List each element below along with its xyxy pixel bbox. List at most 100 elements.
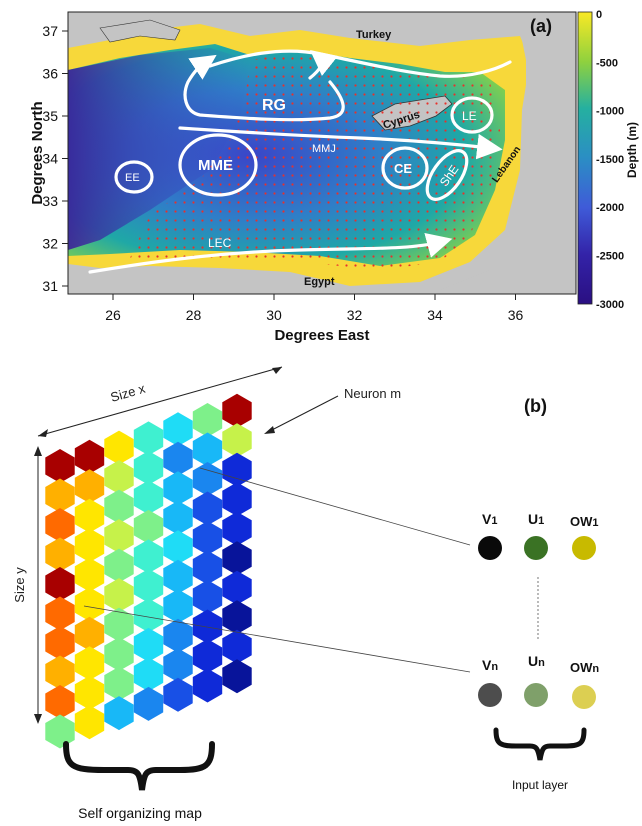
som-neuron-hex xyxy=(163,618,193,653)
x-tick-label: 34 xyxy=(427,307,443,323)
input-own-label: OWn xyxy=(570,660,599,675)
som-neuron-hex xyxy=(222,629,252,664)
som-neuron-hex xyxy=(74,675,105,710)
input-own-node xyxy=(572,685,596,709)
input-un-label: Un xyxy=(528,653,545,669)
som-neuron-hex xyxy=(45,655,75,690)
colorbar-tick-label: -1000 xyxy=(596,106,624,118)
som-neuron-hex xyxy=(74,705,105,740)
colorbar-tick-label: -3000 xyxy=(596,299,624,311)
y-tick-label: 34 xyxy=(42,151,58,167)
label-ee: EE xyxy=(125,172,140,184)
som-neuron-hex xyxy=(222,393,252,428)
y-tick-label: 33 xyxy=(42,193,58,209)
connector-bottom xyxy=(83,605,471,673)
x-tick-label: 26 xyxy=(105,307,121,323)
som-neuron-hex xyxy=(74,646,105,681)
map-area xyxy=(68,12,576,294)
aegean-islands xyxy=(99,19,181,43)
som-neuron-hex xyxy=(104,460,134,495)
som-neuron-hex xyxy=(163,441,193,476)
x-tick-label: 28 xyxy=(186,307,202,323)
y-axis-label: Degrees North xyxy=(29,101,46,204)
som-neuron-hex xyxy=(192,639,223,673)
colorbar-tick-label: -500 xyxy=(596,57,618,69)
y-ticks: 37 36 35 34 33 32 31 xyxy=(42,23,68,294)
size-y-arrowhead-top xyxy=(34,446,42,456)
label-le: LE xyxy=(462,109,477,123)
feature-labels: RG MMJ MME EE CE LE ShE LEC xyxy=(125,97,477,250)
ee-eddy xyxy=(114,160,154,194)
som-neuron-hex xyxy=(133,480,164,515)
size-x-arrowhead-right xyxy=(272,367,282,374)
som-neuron-hex xyxy=(163,500,193,535)
she-eddy xyxy=(425,149,469,201)
som-neuron-hex xyxy=(74,616,105,651)
som-brace xyxy=(63,741,215,791)
som-neuron-hex xyxy=(163,471,193,506)
som-neuron-hex xyxy=(104,430,134,465)
neuron-label: Neuron m xyxy=(344,386,401,401)
som-neuron-hex xyxy=(163,530,193,565)
y-tick-label: 35 xyxy=(42,108,58,124)
som-neuron-hex xyxy=(222,423,252,458)
som-neuron-hex xyxy=(74,498,105,533)
colorbar-tick-label: -2500 xyxy=(596,251,624,263)
som-neuron-hex xyxy=(45,508,75,542)
som-neuron-hex xyxy=(163,648,193,683)
som-neuron-hex xyxy=(133,421,164,456)
rg-gyre xyxy=(183,54,345,122)
som-neuron-hex xyxy=(163,677,193,712)
map-panel: RG MMJ MME EE CE LE ShE LEC Turkey Cypru… xyxy=(29,9,639,344)
levant-land xyxy=(470,40,576,294)
som-neuron-hex xyxy=(104,519,134,554)
som-neuron-hex xyxy=(74,528,105,563)
som-neuron-hex xyxy=(192,403,223,437)
som-neuron-hex xyxy=(104,696,134,731)
input-bottom-row: Vn Un OWn xyxy=(478,653,599,709)
som-neuron-hex xyxy=(222,541,252,576)
som-hex-grid xyxy=(45,393,252,749)
som-neuron-hex xyxy=(222,600,252,635)
som-neuron-hex xyxy=(133,686,164,721)
size-x-label: Size x xyxy=(109,381,148,405)
x-tick-label: 36 xyxy=(508,307,524,323)
mme-eddy xyxy=(178,133,258,197)
y-tick-label: 32 xyxy=(42,236,58,252)
map-frame xyxy=(67,11,577,295)
label-mme: MME xyxy=(198,157,233,174)
som-neuron-hex xyxy=(192,550,223,585)
x-axis-label: Degrees East xyxy=(274,327,369,344)
som-neuron-hex xyxy=(192,668,223,703)
mmj-current xyxy=(178,126,503,160)
label-ce: CE xyxy=(394,161,412,176)
som-neuron-hex xyxy=(74,439,105,474)
som-neuron-hex xyxy=(133,450,164,485)
input-v1-label: V1 xyxy=(482,511,497,527)
som-neuron-hex xyxy=(192,491,223,526)
colorbar-ticks: 0 -500 -1000 -1500 -2000 -2500 -3000 xyxy=(596,9,624,311)
som-neuron-hex xyxy=(45,449,75,483)
som-neuron-hex xyxy=(133,568,164,603)
som-neuron-hex xyxy=(74,557,105,592)
x-tick-label: 32 xyxy=(347,307,363,323)
som-neuron-hex xyxy=(133,627,164,662)
som-neuron-hex xyxy=(74,587,105,622)
label-lec: LEC xyxy=(208,236,232,250)
som-panel: (b) Size x Size y Neuron m V1 U1 OW1 xyxy=(12,366,599,821)
label-turkey: Turkey xyxy=(356,29,392,41)
egypt-land xyxy=(68,270,520,294)
som-neuron-hex xyxy=(163,559,193,594)
panel-b-label: (b) xyxy=(524,396,547,416)
turkey-land xyxy=(150,12,576,36)
som-neuron-hex xyxy=(45,685,75,719)
rg-top xyxy=(208,49,512,78)
lec-current xyxy=(88,232,453,274)
input-brace xyxy=(493,727,587,761)
neuron-pointer xyxy=(267,395,339,433)
grid-dots xyxy=(130,52,500,270)
input-ow1-node xyxy=(572,536,596,560)
som-neuron-hex xyxy=(222,659,252,694)
le-eddy xyxy=(450,96,494,134)
size-x-arrowhead-left xyxy=(38,429,48,437)
